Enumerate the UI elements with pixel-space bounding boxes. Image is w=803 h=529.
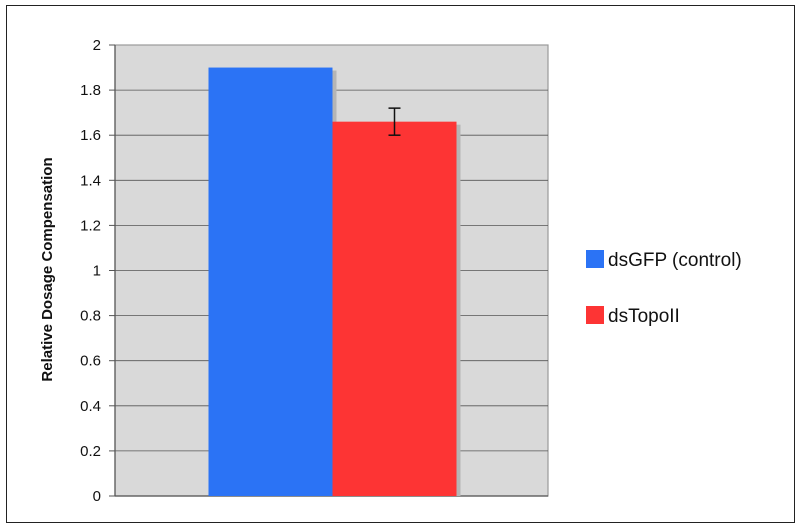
y-tick-label: 0.8 xyxy=(80,308,101,325)
y-tick-label: 2 xyxy=(93,37,101,54)
legend-label: dsGFP (control) xyxy=(608,250,742,271)
y-tick-label: 1.8 xyxy=(80,82,101,99)
y-tick-label: 0.2 xyxy=(80,443,101,460)
bar-dstopoii xyxy=(332,121,457,497)
y-tick-label: 1 xyxy=(93,263,101,280)
legend-label: dsTopoII xyxy=(608,306,680,327)
y-tick-label: 1.6 xyxy=(80,127,101,144)
y-tick-label: 0.6 xyxy=(80,353,101,370)
legend-swatch xyxy=(586,306,604,324)
y-tick-label: 1.2 xyxy=(80,217,101,234)
y-tick-label: 1.4 xyxy=(80,172,101,189)
bar-dsgfp-control xyxy=(208,67,333,497)
y-tick-label: 0 xyxy=(93,488,101,505)
legend-swatch xyxy=(586,250,604,268)
y-axis-title: Relative Dosage Compensation xyxy=(39,157,56,381)
y-tick-label: 0.4 xyxy=(80,398,101,415)
